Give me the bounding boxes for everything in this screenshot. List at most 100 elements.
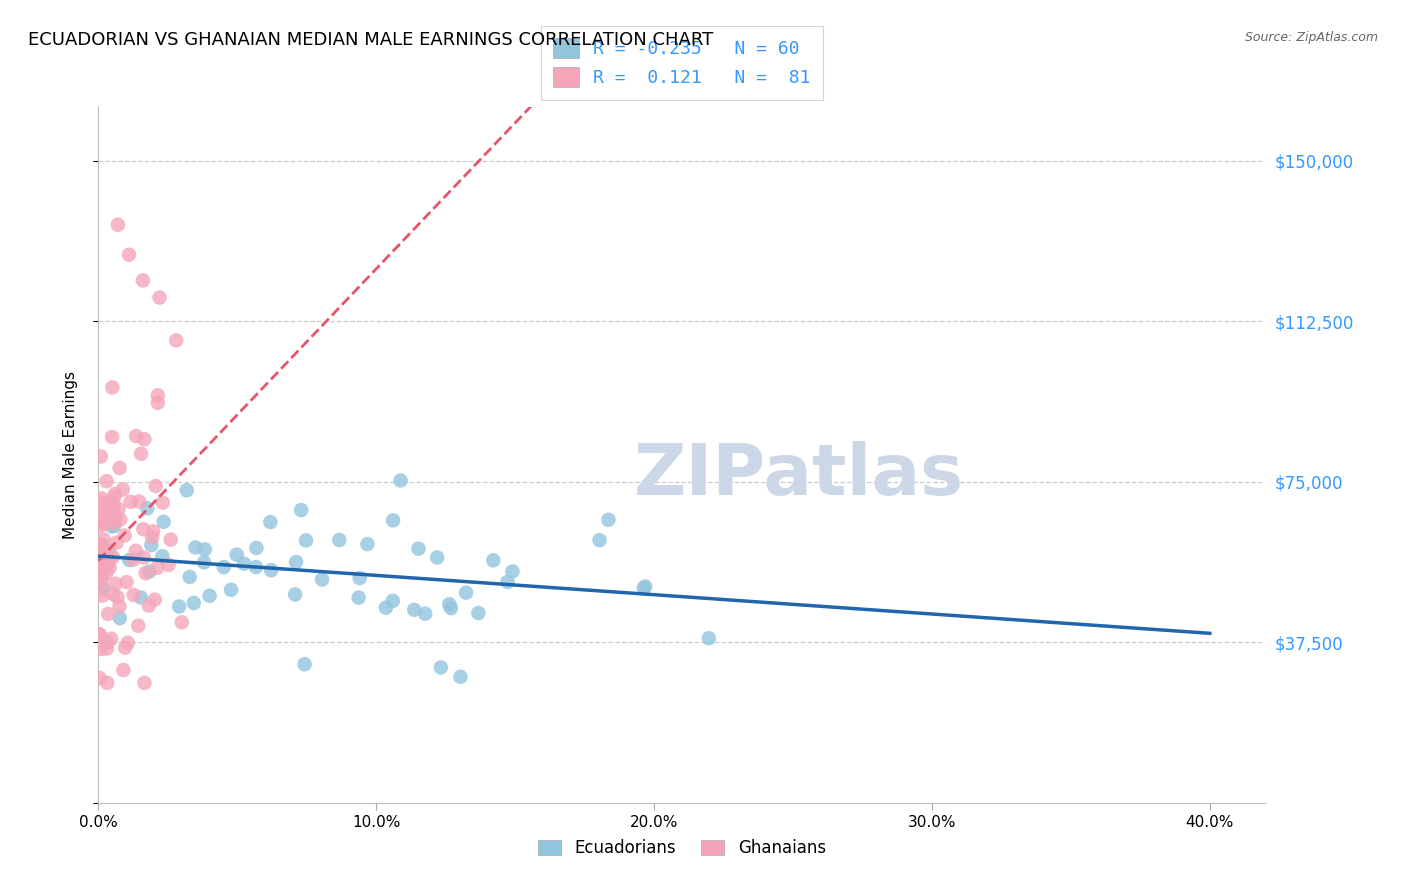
Point — [389, 474, 412, 488]
Point — [90, 641, 112, 656]
Point — [290, 503, 312, 517]
Point — [96, 566, 118, 581]
Point — [97, 544, 120, 558]
Point — [598, 513, 620, 527]
Point — [138, 599, 160, 613]
Point — [93, 508, 115, 523]
Point — [356, 537, 378, 551]
Legend: Ecuadorians, Ghanaians: Ecuadorians, Ghanaians — [531, 833, 832, 864]
Point — [97, 607, 120, 621]
Point — [100, 632, 122, 646]
Point — [103, 503, 125, 517]
Point — [97, 551, 120, 566]
Point — [634, 580, 657, 594]
Point — [93, 552, 115, 566]
Point — [454, 585, 477, 599]
Point — [349, 571, 371, 585]
Point — [101, 430, 124, 444]
Point — [94, 516, 117, 531]
Point — [193, 555, 215, 569]
Point — [146, 396, 169, 410]
Point — [408, 541, 430, 556]
Point — [141, 530, 163, 544]
Point — [245, 541, 267, 555]
Point — [114, 528, 136, 542]
Point — [157, 558, 180, 572]
Point — [245, 560, 267, 574]
Point — [103, 490, 125, 504]
Point — [108, 599, 131, 614]
Point — [97, 557, 120, 571]
Text: ZIPatlas: ZIPatlas — [634, 442, 963, 510]
Point — [103, 516, 125, 530]
Point — [101, 380, 124, 394]
Point — [347, 591, 370, 605]
Point — [183, 596, 205, 610]
Point — [194, 542, 217, 557]
Point — [100, 519, 122, 533]
Point — [295, 533, 318, 548]
Point — [328, 533, 350, 547]
Point — [101, 587, 124, 601]
Point — [107, 501, 129, 516]
Point — [101, 549, 124, 564]
Point — [111, 483, 134, 497]
Point — [259, 515, 281, 529]
Point — [496, 574, 519, 589]
Point — [176, 483, 198, 498]
Point — [90, 561, 112, 575]
Point — [439, 597, 461, 611]
Point — [101, 497, 124, 511]
Point — [146, 561, 169, 575]
Point — [96, 474, 118, 488]
Point — [142, 524, 165, 539]
Point — [482, 553, 505, 567]
Point — [132, 522, 155, 536]
Point — [91, 540, 114, 554]
Point — [93, 533, 115, 547]
Point — [91, 570, 114, 584]
Point — [225, 548, 247, 562]
Point — [179, 570, 201, 584]
Point — [148, 291, 170, 305]
Point — [108, 611, 131, 625]
Point — [138, 565, 160, 579]
Point — [134, 432, 156, 446]
Point — [135, 566, 157, 581]
Point — [104, 576, 127, 591]
Point — [110, 512, 132, 526]
Point — [143, 592, 166, 607]
Point — [159, 533, 181, 547]
Point — [89, 544, 111, 558]
Point — [117, 636, 139, 650]
Point — [91, 503, 114, 517]
Point — [90, 491, 112, 506]
Point — [311, 573, 333, 587]
Point — [426, 550, 449, 565]
Point — [108, 461, 131, 475]
Point — [132, 550, 155, 565]
Point — [90, 538, 112, 552]
Point — [150, 549, 173, 564]
Point — [98, 509, 121, 524]
Point — [125, 544, 148, 558]
Point — [118, 248, 141, 262]
Point — [132, 273, 155, 287]
Point — [152, 515, 174, 529]
Point — [381, 594, 404, 608]
Point — [260, 563, 283, 577]
Point — [294, 657, 316, 672]
Point — [219, 582, 242, 597]
Point — [284, 588, 307, 602]
Point — [91, 589, 114, 603]
Point — [115, 575, 138, 590]
Point — [87, 627, 110, 641]
Point — [128, 494, 150, 508]
Point — [198, 589, 221, 603]
Point — [89, 518, 111, 533]
Point — [184, 541, 207, 555]
Point — [501, 565, 523, 579]
Point — [136, 501, 159, 516]
Point — [89, 627, 111, 641]
Y-axis label: Median Male Earnings: Median Male Earnings — [63, 371, 77, 539]
